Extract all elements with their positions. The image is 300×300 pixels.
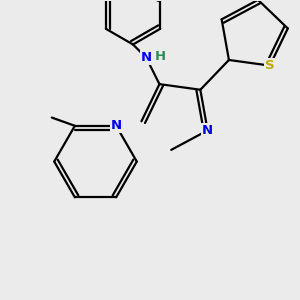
Text: S: S [265, 59, 274, 72]
Text: N: N [141, 51, 152, 64]
Text: N: N [202, 124, 213, 137]
Text: H: H [154, 50, 166, 62]
Text: N: N [111, 119, 122, 132]
